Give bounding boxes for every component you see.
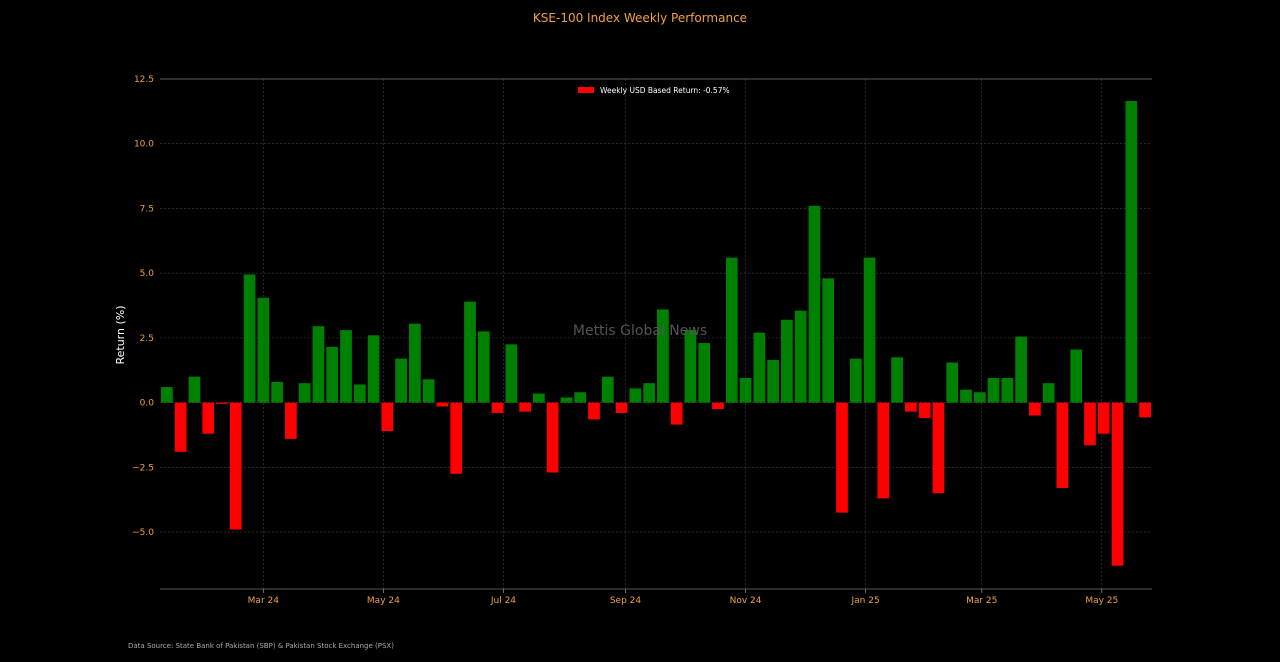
bar — [533, 393, 545, 403]
y-axis-label: Return (%) — [114, 305, 127, 364]
bar — [836, 402, 848, 513]
bar — [781, 319, 793, 403]
legend: Weekly USD Based Return: -0.57% — [578, 86, 730, 95]
bars — [161, 101, 1151, 566]
chart-title: KSE-100 Index Weekly Performance — [532, 11, 748, 25]
bar — [395, 358, 407, 403]
bar — [505, 344, 518, 403]
bar — [1097, 402, 1110, 434]
bar — [450, 402, 463, 474]
bar — [1042, 383, 1055, 403]
bar — [684, 330, 697, 403]
bar — [477, 331, 490, 403]
bar — [353, 384, 366, 403]
axes: −5.0 −2.5 0.0 2.5 5.0 7.5 10.0 12.5 Mar 24 May 24… — [132, 75, 1152, 606]
x-tick-label: Nov 24 — [730, 596, 762, 606]
bar — [161, 387, 173, 403]
bar — [257, 297, 270, 403]
bar — [436, 402, 449, 407]
y-tick-label: 2.5 — [140, 334, 154, 344]
bar — [918, 402, 931, 419]
grid-lines — [160, 78, 1152, 589]
bar — [932, 402, 945, 494]
bar — [877, 402, 890, 499]
bar — [409, 323, 421, 403]
bar — [1001, 378, 1014, 403]
bar — [753, 332, 766, 403]
bar — [1125, 101, 1138, 403]
bar — [229, 402, 242, 530]
bar — [174, 402, 187, 452]
x-tick-label: May 25 — [1085, 596, 1118, 606]
bar — [973, 392, 986, 403]
bar — [367, 335, 380, 403]
y-tick-label: 7.5 — [140, 204, 154, 214]
bar — [271, 381, 283, 403]
x-tick-label: May 24 — [367, 596, 400, 606]
bar — [546, 402, 559, 473]
bar — [1111, 402, 1124, 566]
bar — [987, 378, 1000, 403]
data-source-note: Data Source: State Bank of Pakistan (SBP… — [128, 642, 394, 650]
y-tick-label: −5.0 — [132, 528, 154, 538]
bar — [422, 379, 435, 403]
bar — [519, 402, 531, 412]
bar — [1015, 336, 1027, 403]
x-tick-label: Jan 25 — [851, 596, 880, 606]
bar — [1084, 402, 1096, 446]
bar — [725, 257, 738, 403]
bar — [739, 378, 752, 403]
bar — [491, 402, 504, 413]
bar — [464, 301, 476, 403]
legend-label: Weekly USD Based Return: -0.57% — [600, 86, 730, 95]
bar — [285, 402, 297, 439]
bar — [808, 205, 821, 403]
bar — [1056, 402, 1069, 489]
bar — [629, 388, 642, 403]
bar — [326, 346, 339, 403]
bar — [891, 357, 903, 403]
bar — [767, 359, 779, 403]
watermark-text: Mettis Global News — [573, 323, 707, 339]
bar — [560, 397, 573, 403]
bar — [946, 362, 959, 403]
bar — [960, 389, 972, 403]
bar — [588, 402, 600, 420]
bar — [1029, 402, 1041, 416]
x-tick-label: Jul 24 — [490, 596, 516, 606]
bar — [712, 402, 724, 410]
bar — [863, 257, 876, 403]
bar — [1070, 349, 1083, 403]
bar — [243, 274, 256, 403]
bar — [849, 358, 862, 403]
bar — [615, 402, 628, 413]
bar — [698, 343, 711, 403]
bar — [188, 376, 201, 403]
legend-swatch — [578, 87, 594, 93]
y-tick-label: 10.0 — [134, 140, 154, 150]
bar — [312, 326, 325, 403]
bar — [202, 402, 215, 434]
bar — [340, 330, 352, 403]
bar — [657, 309, 669, 403]
bar — [670, 402, 683, 425]
bar — [381, 402, 394, 432]
x-tick-label: Sep 24 — [610, 596, 642, 606]
bar — [794, 310, 807, 403]
y-tick-label: 12.5 — [134, 75, 154, 85]
x-tick-label: Mar 24 — [248, 596, 280, 606]
bar — [601, 376, 614, 403]
bar — [1139, 402, 1151, 418]
y-tick-label: 0.0 — [140, 399, 155, 409]
x-tick-label: Mar 25 — [966, 596, 997, 606]
bar — [298, 383, 311, 403]
y-tick-label: −2.5 — [132, 463, 154, 473]
bar — [216, 402, 228, 404]
bar — [574, 392, 587, 403]
bar — [822, 278, 835, 403]
bar — [643, 383, 655, 403]
bar — [905, 402, 917, 412]
y-tick-label: 5.0 — [140, 269, 155, 279]
